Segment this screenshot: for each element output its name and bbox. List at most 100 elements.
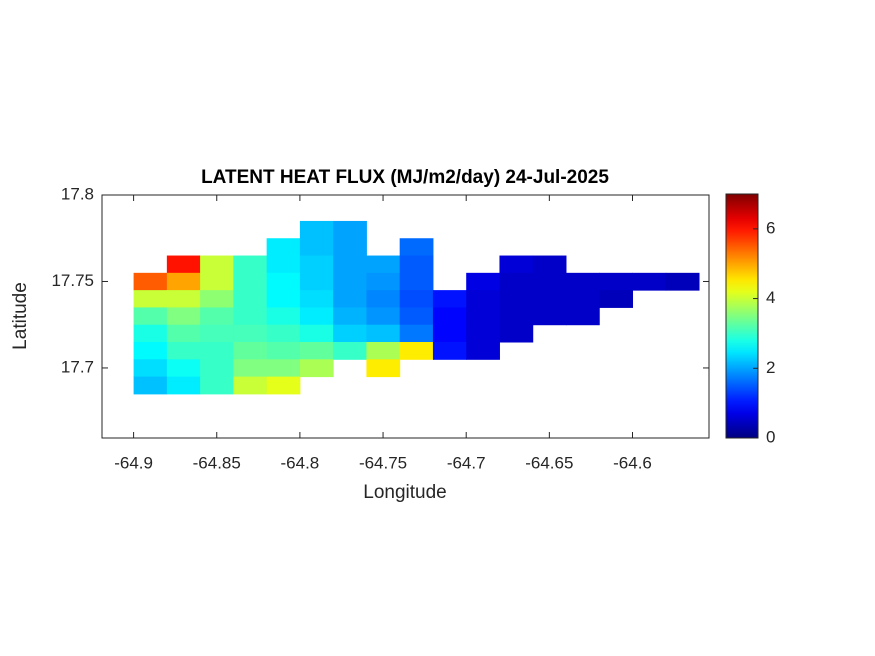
heat-cell [266, 376, 301, 395]
heat-cell [499, 324, 534, 343]
x-tick-label: -64.85 [193, 453, 241, 472]
heat-cell [366, 307, 401, 326]
heat-cell [299, 359, 334, 378]
heat-cell [200, 359, 234, 378]
heat-cell [166, 272, 201, 291]
heat-cell [299, 342, 334, 360]
heat-cell [399, 290, 434, 308]
heat-cell [166, 359, 201, 378]
heat-cell [299, 220, 334, 239]
heat-cell [233, 255, 268, 274]
heat-cell [366, 359, 401, 378]
heat-cell [299, 238, 334, 257]
heat-cell [466, 307, 500, 326]
heat-cell [266, 324, 301, 343]
heat-cell [499, 272, 534, 291]
heat-cell [366, 290, 401, 308]
x-tick-label: -64.8 [281, 453, 320, 472]
heat-cell [565, 272, 600, 291]
heat-cell [399, 342, 434, 360]
heat-cell [333, 342, 367, 360]
heat-cell [366, 272, 401, 291]
colorbar-tick-label: 2 [766, 358, 775, 377]
heat-cell [266, 307, 301, 326]
heat-cell [233, 359, 268, 378]
heat-cell [632, 272, 667, 291]
heat-cell [299, 324, 334, 343]
heat-cell [333, 307, 367, 326]
x-tick-label: -64.9 [114, 453, 153, 472]
x-axis-label: Longitude [363, 482, 446, 503]
heat-cell [532, 255, 567, 274]
heat-cell [233, 342, 268, 360]
heat-cell [133, 376, 168, 395]
colorbar-tick-label: 0 [766, 427, 775, 446]
heat-cell [233, 307, 268, 326]
heat-cell [233, 324, 268, 343]
heat-cell [599, 272, 634, 291]
heat-cell [599, 290, 634, 308]
heat-cell [266, 342, 301, 360]
heat-cell [432, 307, 467, 326]
heat-cell [333, 290, 367, 308]
heat-cell [266, 255, 301, 274]
x-tick-label: -64.75 [359, 453, 407, 472]
heat-cell [266, 238, 301, 257]
heat-cell [432, 342, 467, 360]
heat-cell [133, 359, 168, 378]
heat-cell [299, 290, 334, 308]
heat-cell [200, 307, 234, 326]
heat-cell [200, 376, 234, 395]
heat-cell [665, 272, 700, 291]
heat-cell [133, 324, 168, 343]
heat-cell [466, 272, 500, 291]
heat-cell [166, 307, 201, 326]
heat-cell [333, 220, 367, 239]
y-tick-label: 17.75 [51, 271, 94, 290]
heat-cell [233, 272, 268, 291]
heat-cell [200, 255, 234, 274]
heat-cell [532, 307, 567, 326]
heat-cell [399, 307, 434, 326]
heat-cell [366, 324, 401, 343]
heat-cell [565, 307, 600, 326]
heat-cell [366, 342, 401, 360]
colorbar-tick-label: 6 [766, 218, 775, 237]
heat-cell [200, 290, 234, 308]
heat-cell [299, 255, 334, 274]
heat-cell [233, 290, 268, 308]
heat-cell [166, 342, 201, 360]
heat-cell [399, 324, 434, 343]
colorbar-tick-label: 4 [766, 288, 775, 307]
heat-cell [333, 255, 367, 274]
heat-cell [200, 324, 234, 343]
heat-cell [432, 290, 467, 308]
heat-cell [466, 342, 500, 360]
heat-cell [532, 272, 567, 291]
y-axis-label: Latitude [10, 282, 31, 350]
heat-cell [499, 255, 534, 274]
heat-cell [432, 324, 467, 343]
heat-cell [200, 342, 234, 360]
heat-cell [333, 238, 367, 257]
heat-cell [499, 307, 534, 326]
x-tick-label: -64.65 [525, 453, 573, 472]
colorbar [725, 193, 759, 439]
heat-cell [266, 272, 301, 291]
heat-cell [166, 255, 201, 274]
heat-cell [466, 290, 500, 308]
heat-cell [499, 290, 534, 308]
heat-cell [532, 290, 567, 308]
heat-cell [200, 272, 234, 291]
heat-cell [399, 238, 434, 257]
x-tick-label: -64.7 [447, 453, 486, 472]
heat-cell [266, 290, 301, 308]
heat-cell [299, 307, 334, 326]
heat-cell [565, 290, 600, 308]
heat-cell [133, 272, 168, 291]
heat-cell [399, 272, 434, 291]
heat-cell [333, 324, 367, 343]
heat-cell [166, 324, 201, 343]
chart-title: LATENT HEAT FLUX (MJ/m2/day) 24-Jul-2025 [201, 167, 609, 188]
